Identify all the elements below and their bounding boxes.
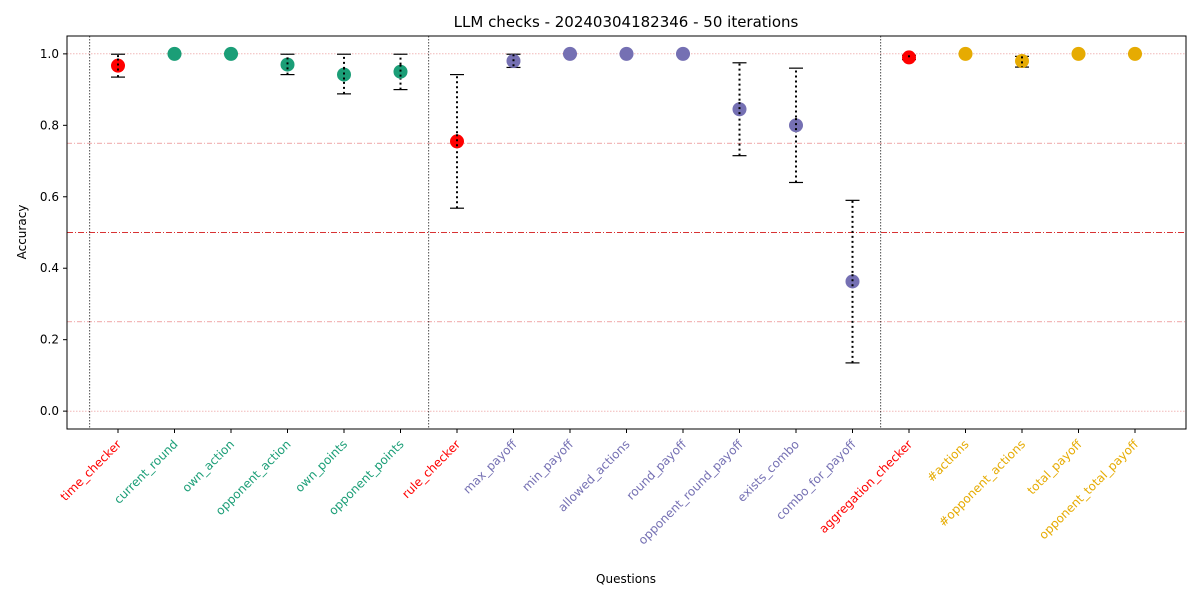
data-point [619, 46, 634, 61]
data-point [111, 58, 125, 73]
data-point [167, 46, 182, 61]
data-point [732, 102, 747, 117]
data-point [676, 46, 690, 61]
y-tick-label: 0.0 [40, 404, 59, 418]
data-point [902, 50, 916, 65]
data-point [958, 46, 973, 61]
y-tick-label: 0.6 [40, 190, 59, 204]
data-point [563, 46, 577, 61]
data-point [1015, 54, 1029, 69]
data-point [280, 57, 295, 72]
data-point [224, 46, 238, 61]
data-point [337, 67, 351, 82]
y-axis-label: Accuracy [15, 205, 29, 260]
data-point [845, 274, 860, 289]
data-point [450, 134, 464, 149]
y-tick-label: 0.4 [40, 261, 59, 275]
chart-title: LLM checks - 20240304182346 - 50 iterati… [454, 13, 799, 31]
data-point [393, 64, 408, 79]
x-axis-label: Questions [596, 572, 656, 586]
y-tick-label: 0.8 [40, 118, 59, 132]
data-point [789, 118, 803, 133]
y-tick-label: 1.0 [40, 47, 59, 61]
data-point [1071, 46, 1086, 61]
y-tick-label: 0.2 [40, 333, 59, 347]
data-point [1128, 46, 1142, 61]
